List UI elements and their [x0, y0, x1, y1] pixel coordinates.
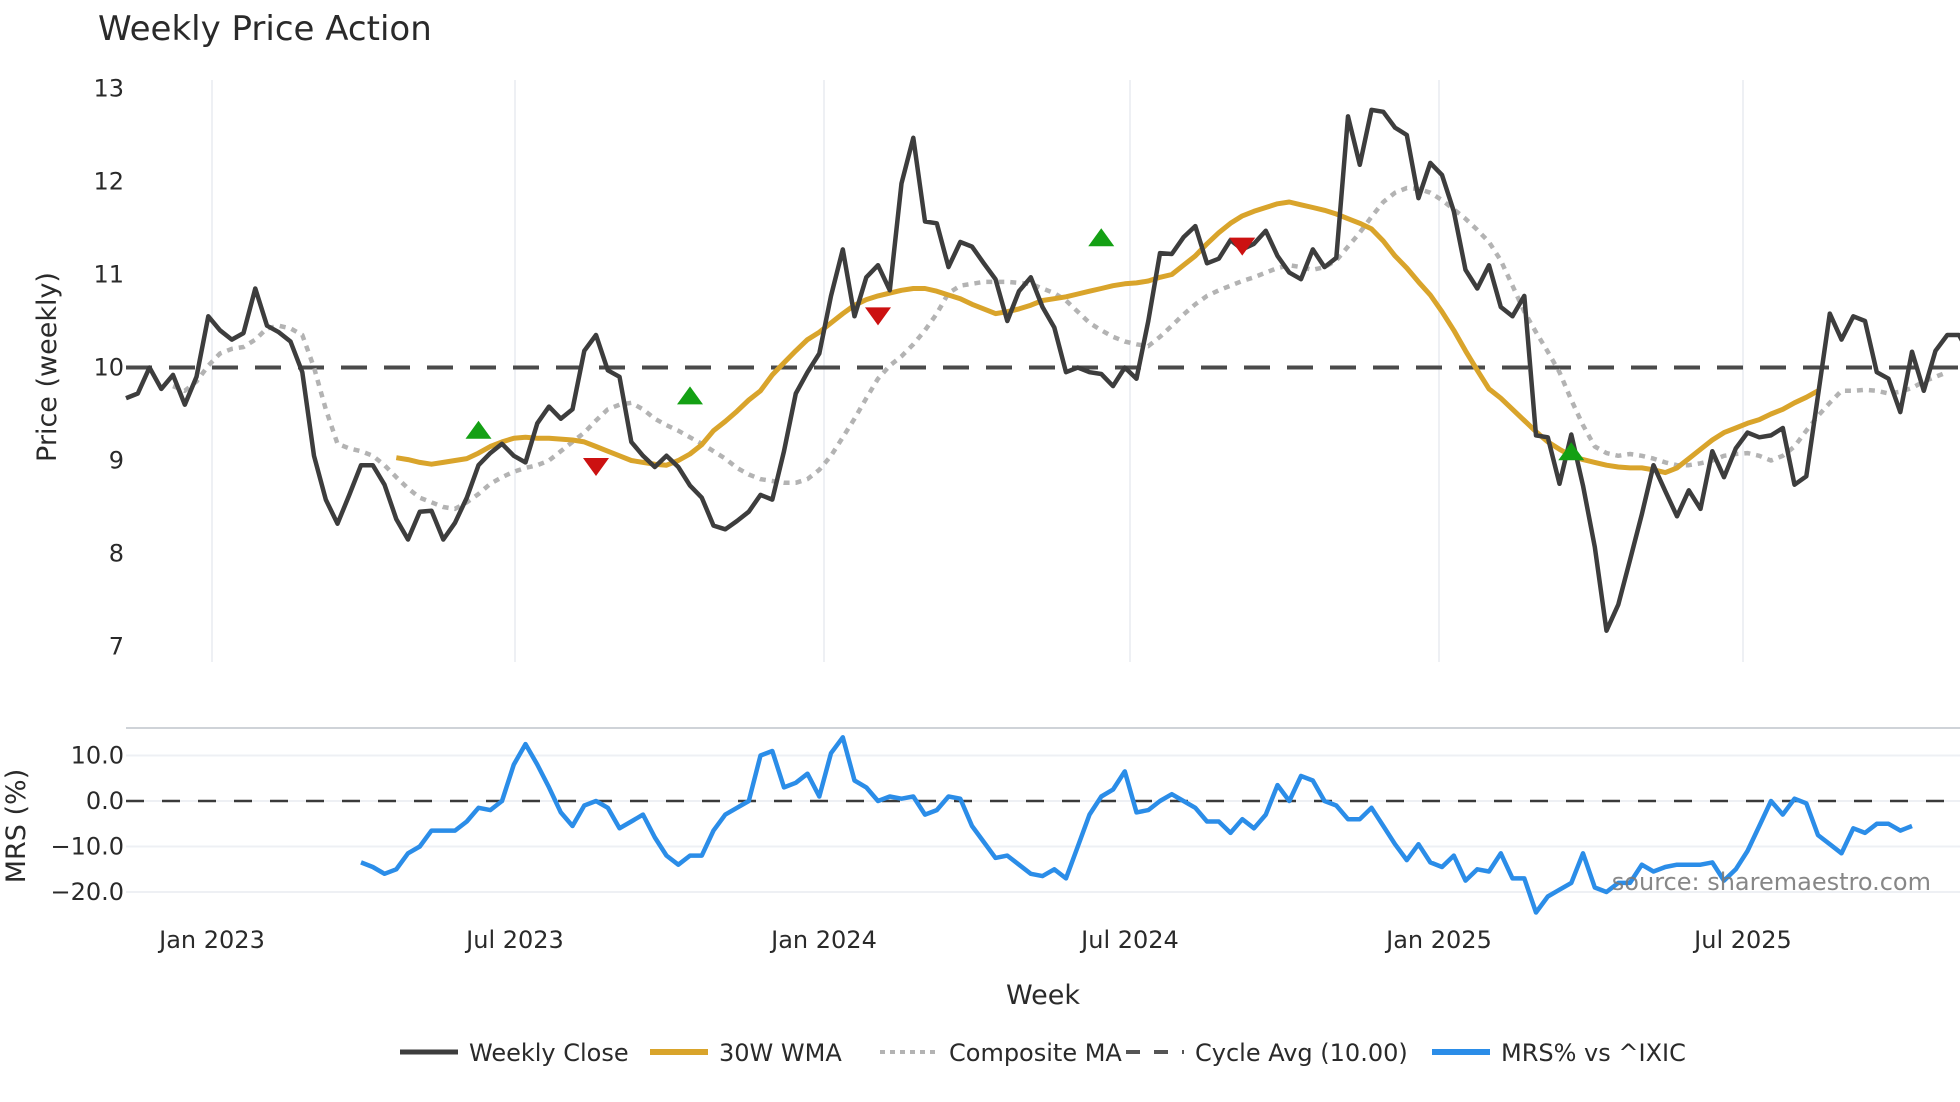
mrs-line	[360, 735, 1913, 915]
legend-label: Composite MA	[949, 1039, 1122, 1067]
price-y-tick: 12	[93, 168, 124, 196]
mrs-y-axis-label: MRS (%)	[1, 769, 32, 884]
source-watermark: source: sharemaestro.com	[1612, 868, 1931, 896]
price-y-tick: 7	[109, 633, 124, 661]
buy-signal-triangle-icon	[1558, 442, 1585, 461]
legend: Weekly Close 30W WMA Composite MA Cycle Avg…	[400, 1039, 1686, 1067]
legend-label: Cycle Avg (10.00)	[1195, 1039, 1408, 1067]
x-tick-label: Jul 2023	[464, 926, 564, 954]
sell-signal-triangle-icon	[583, 458, 609, 477]
legend-label: MRS% vs ^IXIC	[1501, 1039, 1686, 1067]
legend-item[interactable]: Cycle Avg (10.00)	[1126, 1039, 1408, 1067]
mrs-y-tick: −20.0	[50, 878, 124, 906]
legend-item[interactable]: 30W WMA	[650, 1039, 842, 1067]
sell-signal-triangle-icon	[865, 307, 891, 326]
legend-label: 30W WMA	[719, 1039, 842, 1067]
price-y-tick: 10	[93, 354, 124, 382]
legend-item[interactable]: MRS% vs ^IXIC	[1432, 1039, 1686, 1067]
mrs-y-tick: 0.0	[86, 787, 124, 815]
price-y-tick: 13	[93, 75, 124, 103]
x-tick-label: Jan 2023	[157, 926, 265, 954]
chart-title: Weekly Price Action	[98, 9, 432, 49]
buy-signal-triangle-icon	[465, 420, 492, 439]
legend-item[interactable]: Weekly Close	[400, 1039, 629, 1067]
price-y-tick: 9	[109, 447, 124, 475]
mrs-y-axis-ticks: −20.0 −10.0 0.0 10.0	[50, 742, 124, 907]
x-axis-label: Week	[1006, 980, 1080, 1011]
buy-signal-triangle-icon	[677, 386, 703, 405]
price-y-tick: 8	[109, 540, 124, 568]
price-y-axis-ticks: 7 8 9 10 11 12 13	[93, 75, 124, 661]
x-tick-label: Jul 2024	[1079, 926, 1179, 954]
signal-markers	[465, 228, 1585, 477]
legend-label: Weekly Close	[469, 1039, 629, 1067]
mrs-y-tick: −10.0	[50, 833, 124, 861]
price-gridlines	[211, 80, 1744, 662]
x-axis-ticks: Jan 2023 Jul 2023 Jan 2024 Jul 2024 Jan 2025…	[157, 926, 1792, 954]
weekly-close-line	[125, 107, 1960, 633]
x-tick-label: Jul 2025	[1692, 926, 1792, 954]
price-panel: 7 8 9 10 11 12 13 Price (weekly)	[32, 75, 1960, 662]
mrs-panel: −20.0 −10.0 0.0 10.0 MRS (%) source: sharem…	[1, 727, 1960, 915]
x-tick-label: Jan 2024	[769, 926, 877, 954]
sell-signal-triangle-icon	[1229, 237, 1256, 256]
buy-signal-triangle-icon	[1088, 228, 1115, 247]
legend-item[interactable]: Composite MA	[880, 1039, 1122, 1067]
price-y-tick: 11	[93, 261, 124, 289]
price-y-axis-label: Price (weekly)	[32, 272, 63, 462]
mrs-y-tick: 10.0	[71, 742, 124, 770]
x-tick-label: Jan 2025	[1384, 926, 1492, 954]
